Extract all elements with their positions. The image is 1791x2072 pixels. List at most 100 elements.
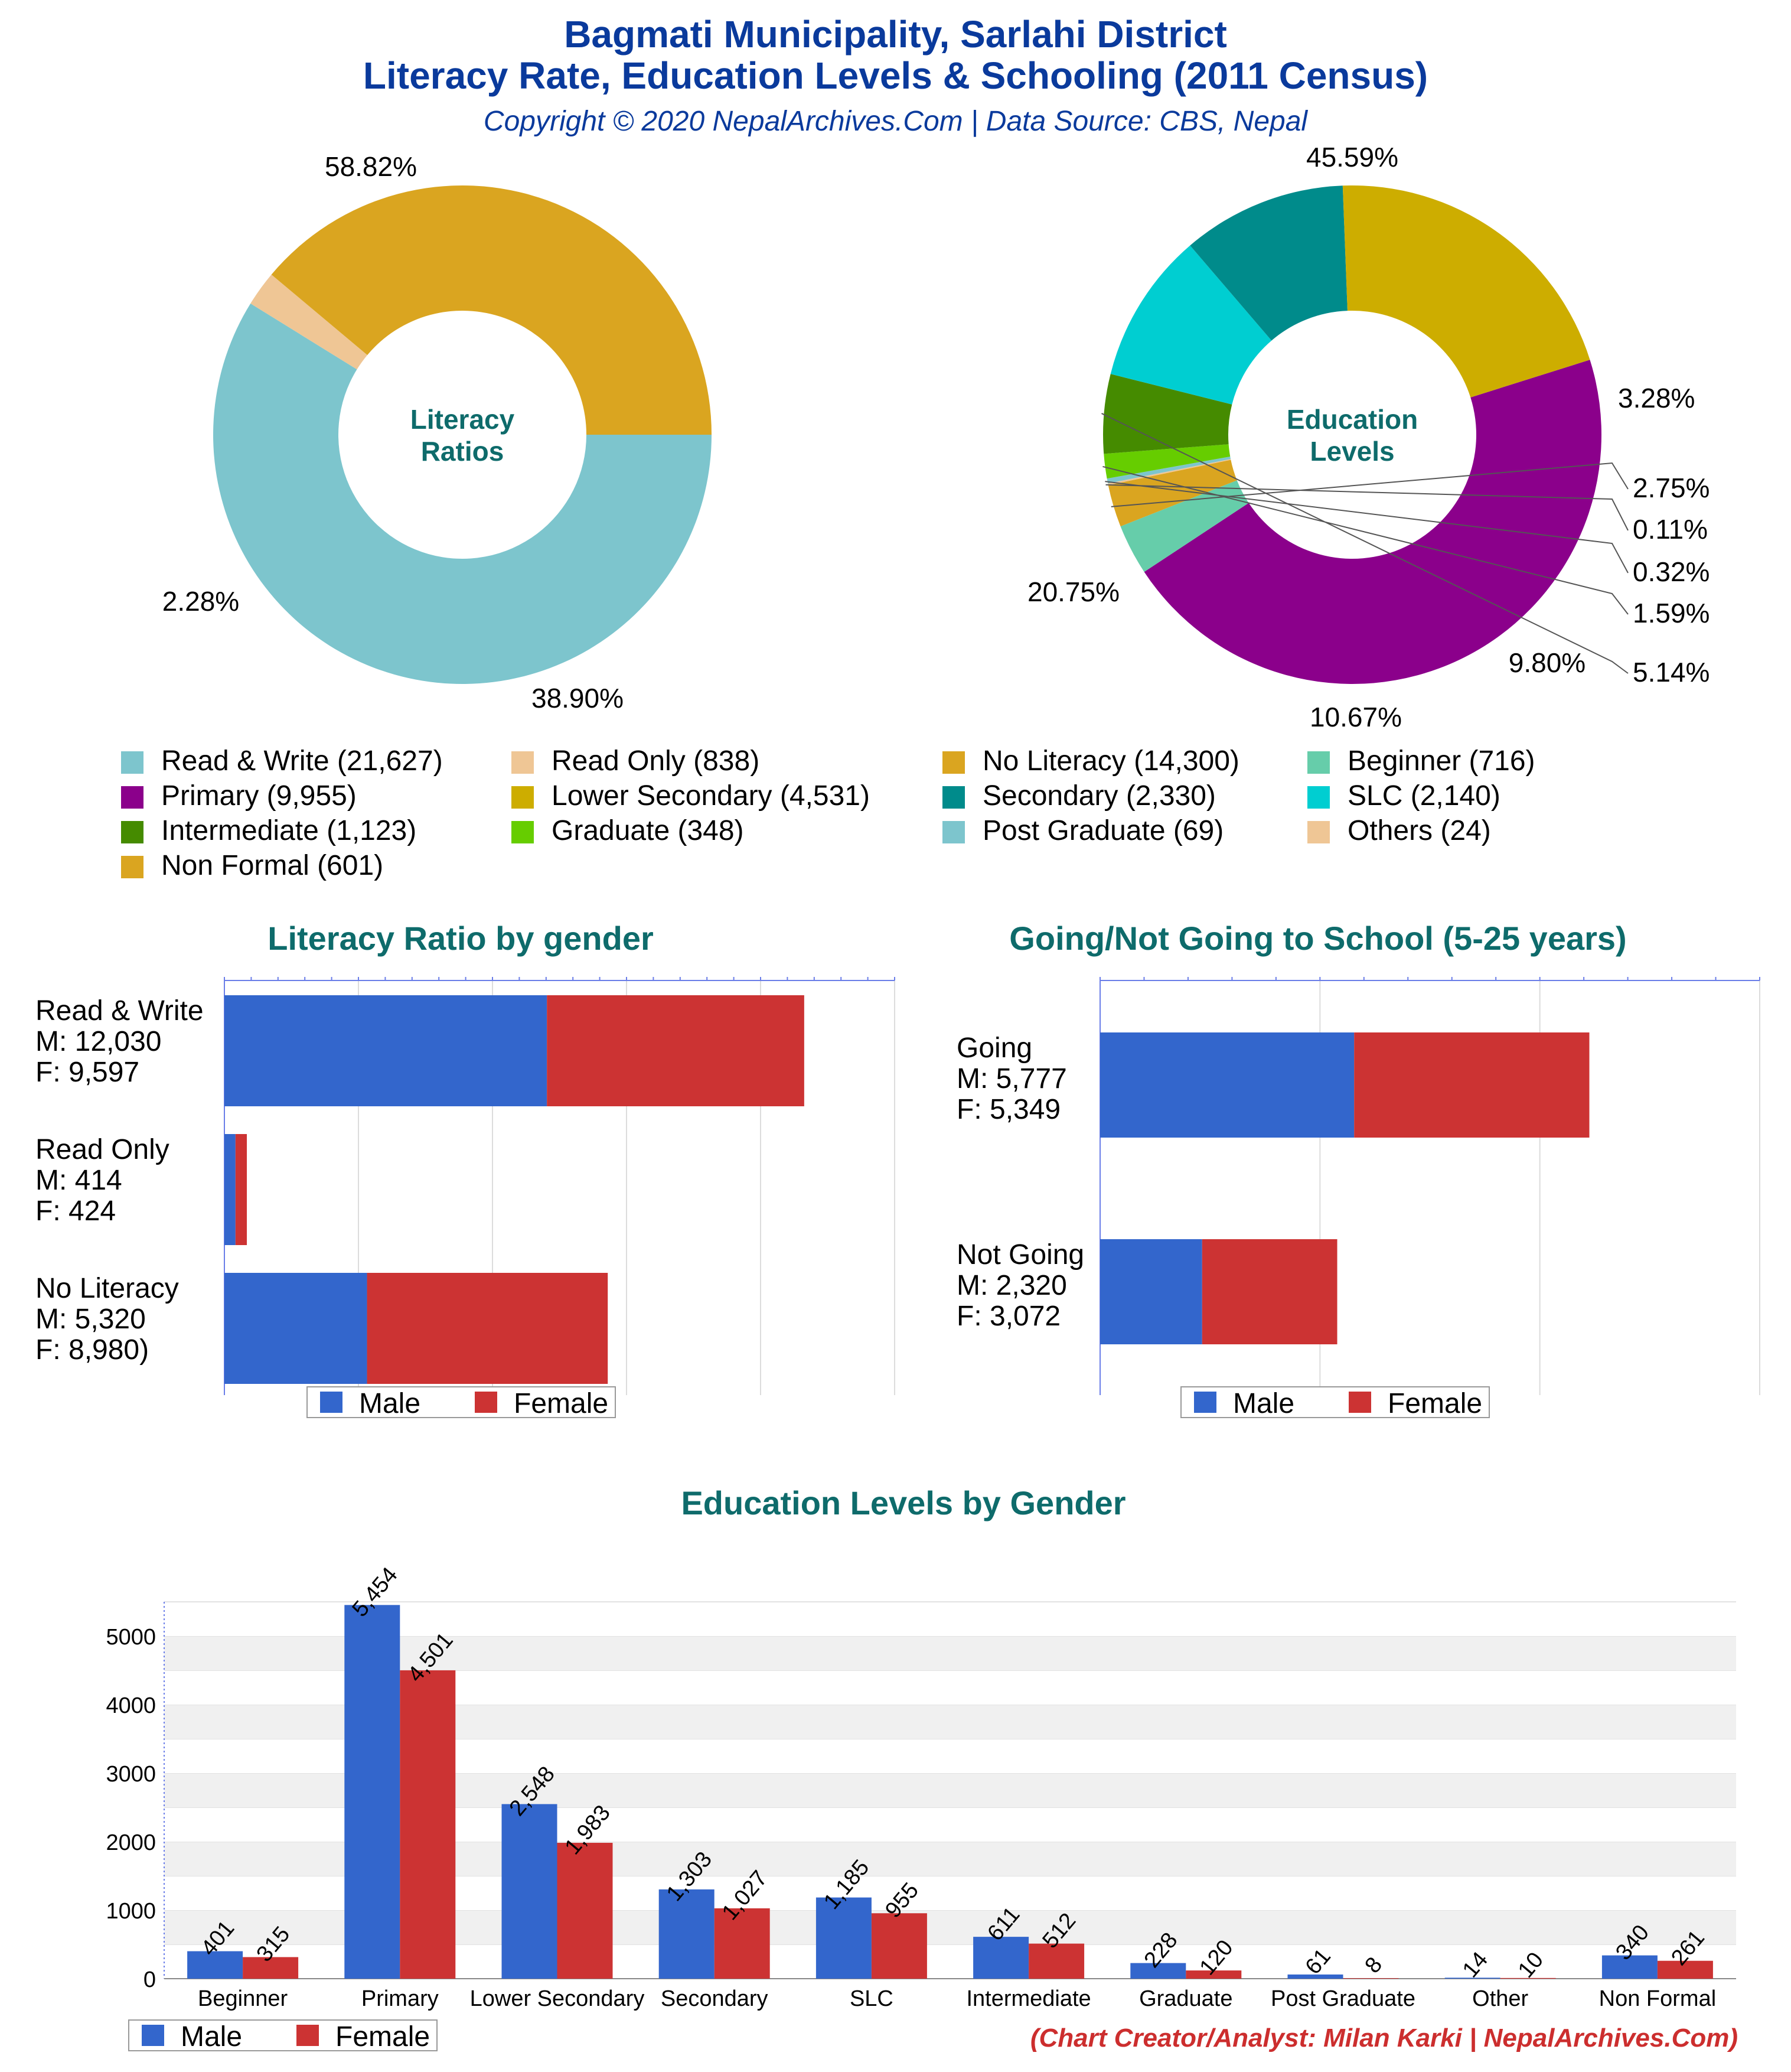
donut-center-label: Education xyxy=(1287,404,1418,435)
bar-legend: Male Female xyxy=(1180,1386,1490,1419)
legend-box xyxy=(306,1386,616,1418)
slice-percent-label: 5.14% xyxy=(1633,657,1710,688)
donut-slice-read-only xyxy=(250,274,368,370)
donut-slice-graduate xyxy=(1104,444,1231,479)
legend-swatch-lower-secondary-4-531 xyxy=(511,786,534,809)
bar-category-label: F: 8,980) xyxy=(35,1334,149,1366)
legend-swatch-intermediate-1-123 xyxy=(121,821,143,843)
legend-label: Female xyxy=(335,2021,430,2053)
legend-label: Graduate (348) xyxy=(552,815,744,846)
legend-swatch-read-only-838 xyxy=(511,751,534,774)
slice-percent-label: 1.59% xyxy=(1633,598,1710,628)
x-tick-label: Beginner xyxy=(198,1986,288,2011)
bar-category-label: F: 5,349 xyxy=(957,1094,1061,1125)
donut-slice-secondary xyxy=(1190,185,1348,341)
legend-label: SLC (2,140) xyxy=(1348,780,1500,812)
bar-male-going xyxy=(1100,1032,1355,1138)
bar-category-label: Read Only xyxy=(35,1134,169,1165)
bar-female-not-going xyxy=(1202,1239,1337,1344)
y-tick-label: 5000 xyxy=(106,1625,156,1650)
donut-slice-post-graduate xyxy=(1107,456,1231,484)
bar-category-label: F: 9,597 xyxy=(35,1057,139,1088)
legend-swatch-male xyxy=(142,2025,164,2046)
bar-male-secondary xyxy=(658,1889,715,1979)
legend-swatch-male xyxy=(320,1392,342,1413)
leader-line xyxy=(1105,484,1629,531)
chart-title: Education Levels by Gender xyxy=(681,1484,1126,1522)
bar-category-label: M: 5,777 xyxy=(957,1063,1067,1094)
bar-category-label: F: 3,072 xyxy=(957,1301,1061,1332)
legend-swatch-no-literacy-14-300 xyxy=(942,751,965,774)
bar-male-slc xyxy=(815,1897,872,1979)
legend-label: Others (24) xyxy=(1348,815,1491,846)
bar-male-read-write xyxy=(224,995,547,1106)
bar-female-non-formal xyxy=(1657,1960,1713,1979)
bar-category-label: M: 12,030 xyxy=(35,1026,161,1057)
legend-swatch-female xyxy=(475,1392,497,1413)
y-tick-label: 0 xyxy=(143,1967,156,1992)
slice-percent-label: 45.59% xyxy=(1306,142,1398,172)
bar-category-label: M: 414 xyxy=(35,1165,122,1196)
leader-line xyxy=(1105,481,1629,574)
legend-label: Intermediate (1,123) xyxy=(161,815,416,846)
legend-label: Beginner (716) xyxy=(1348,745,1535,777)
legend-label: Male xyxy=(1233,1388,1294,1419)
legend-label: Non Formal (601) xyxy=(161,850,383,881)
donut-center-label: Ratios xyxy=(421,436,504,467)
bar-male-lower-secondary xyxy=(501,1804,557,1979)
legend-swatch-graduate-348 xyxy=(511,821,534,843)
donut-slice-primary xyxy=(1144,360,1601,684)
page-title: Bagmati Municipality, Sarlahi District xyxy=(564,13,1227,56)
y-tick-label: 1000 xyxy=(106,1899,156,1924)
bar-male-primary xyxy=(344,1605,400,1979)
slice-percent-label: 38.90% xyxy=(531,683,624,714)
legend-label: Lower Secondary (4,531) xyxy=(552,780,870,812)
bar-female-other xyxy=(1500,1977,1556,1979)
slice-percent-label: 2.28% xyxy=(162,586,239,617)
bar-male-other xyxy=(1444,1977,1500,1979)
bar-category-label: Not Going xyxy=(957,1239,1084,1270)
bar-female-no-literacy xyxy=(367,1273,608,1384)
legend-swatch-beginner-716 xyxy=(1307,751,1330,774)
bar-male-non-formal xyxy=(1601,1955,1658,1979)
bar-male-read-only xyxy=(224,1134,236,1245)
bar-female-secondary xyxy=(714,1908,770,1979)
x-tick-label: Non Formal xyxy=(1599,1986,1717,2011)
legend-swatch-slc-2-140 xyxy=(1307,786,1330,809)
bar-female-beginner xyxy=(243,1957,299,1979)
grid-band xyxy=(164,1602,1736,1636)
bar-female-intermediate xyxy=(1029,1943,1085,1979)
slice-percent-label: 20.75% xyxy=(1027,576,1120,607)
bar-category-label: Read & Write xyxy=(35,995,204,1027)
chart-title: Going/Not Going to School (5-25 years) xyxy=(1009,920,1626,957)
bar-male-no-literacy xyxy=(224,1273,367,1384)
legend-box xyxy=(128,2019,438,2051)
x-tick-label: Secondary xyxy=(661,1986,768,2011)
legend-swatch-secondary-2-330 xyxy=(942,786,965,809)
bar-female-read-write xyxy=(547,995,804,1106)
donut-slice-slc xyxy=(1110,245,1272,405)
legend-swatch-read-write-21-627 xyxy=(121,751,143,774)
bar-category-label: Going xyxy=(957,1032,1032,1064)
legend-label: Male xyxy=(359,1388,420,1419)
donut-center-label: Literacy xyxy=(410,404,515,435)
x-tick-label: Lower Secondary xyxy=(470,1986,645,2011)
x-tick-label: Intermediate xyxy=(966,1986,1091,2011)
legend-swatch-post-graduate-69 xyxy=(942,821,965,843)
slice-percent-label: 58.82% xyxy=(325,151,417,182)
legend-swatch-non-formal-601 xyxy=(121,856,143,878)
bar-male-intermediate xyxy=(973,1937,1029,1979)
slice-percent-label: 9.80% xyxy=(1509,647,1586,678)
legend-swatch-others-24 xyxy=(1307,821,1330,843)
chart-credit: (Chart Creator/Analyst: Milan Karki | Ne… xyxy=(1030,2024,1738,2053)
bar-female-slc xyxy=(871,1913,927,1979)
donut-slice-no-literacy xyxy=(271,185,712,435)
bar-male-post-graduate xyxy=(1287,1974,1343,1979)
donut-slice-read-write xyxy=(213,303,712,684)
bar-male-not-going xyxy=(1100,1239,1202,1344)
bar-legend: Male Female xyxy=(128,2019,438,2053)
legend-swatch-female xyxy=(1349,1392,1371,1413)
bar-female-primary xyxy=(400,1670,456,1979)
donut-slice-intermediate xyxy=(1103,374,1232,454)
